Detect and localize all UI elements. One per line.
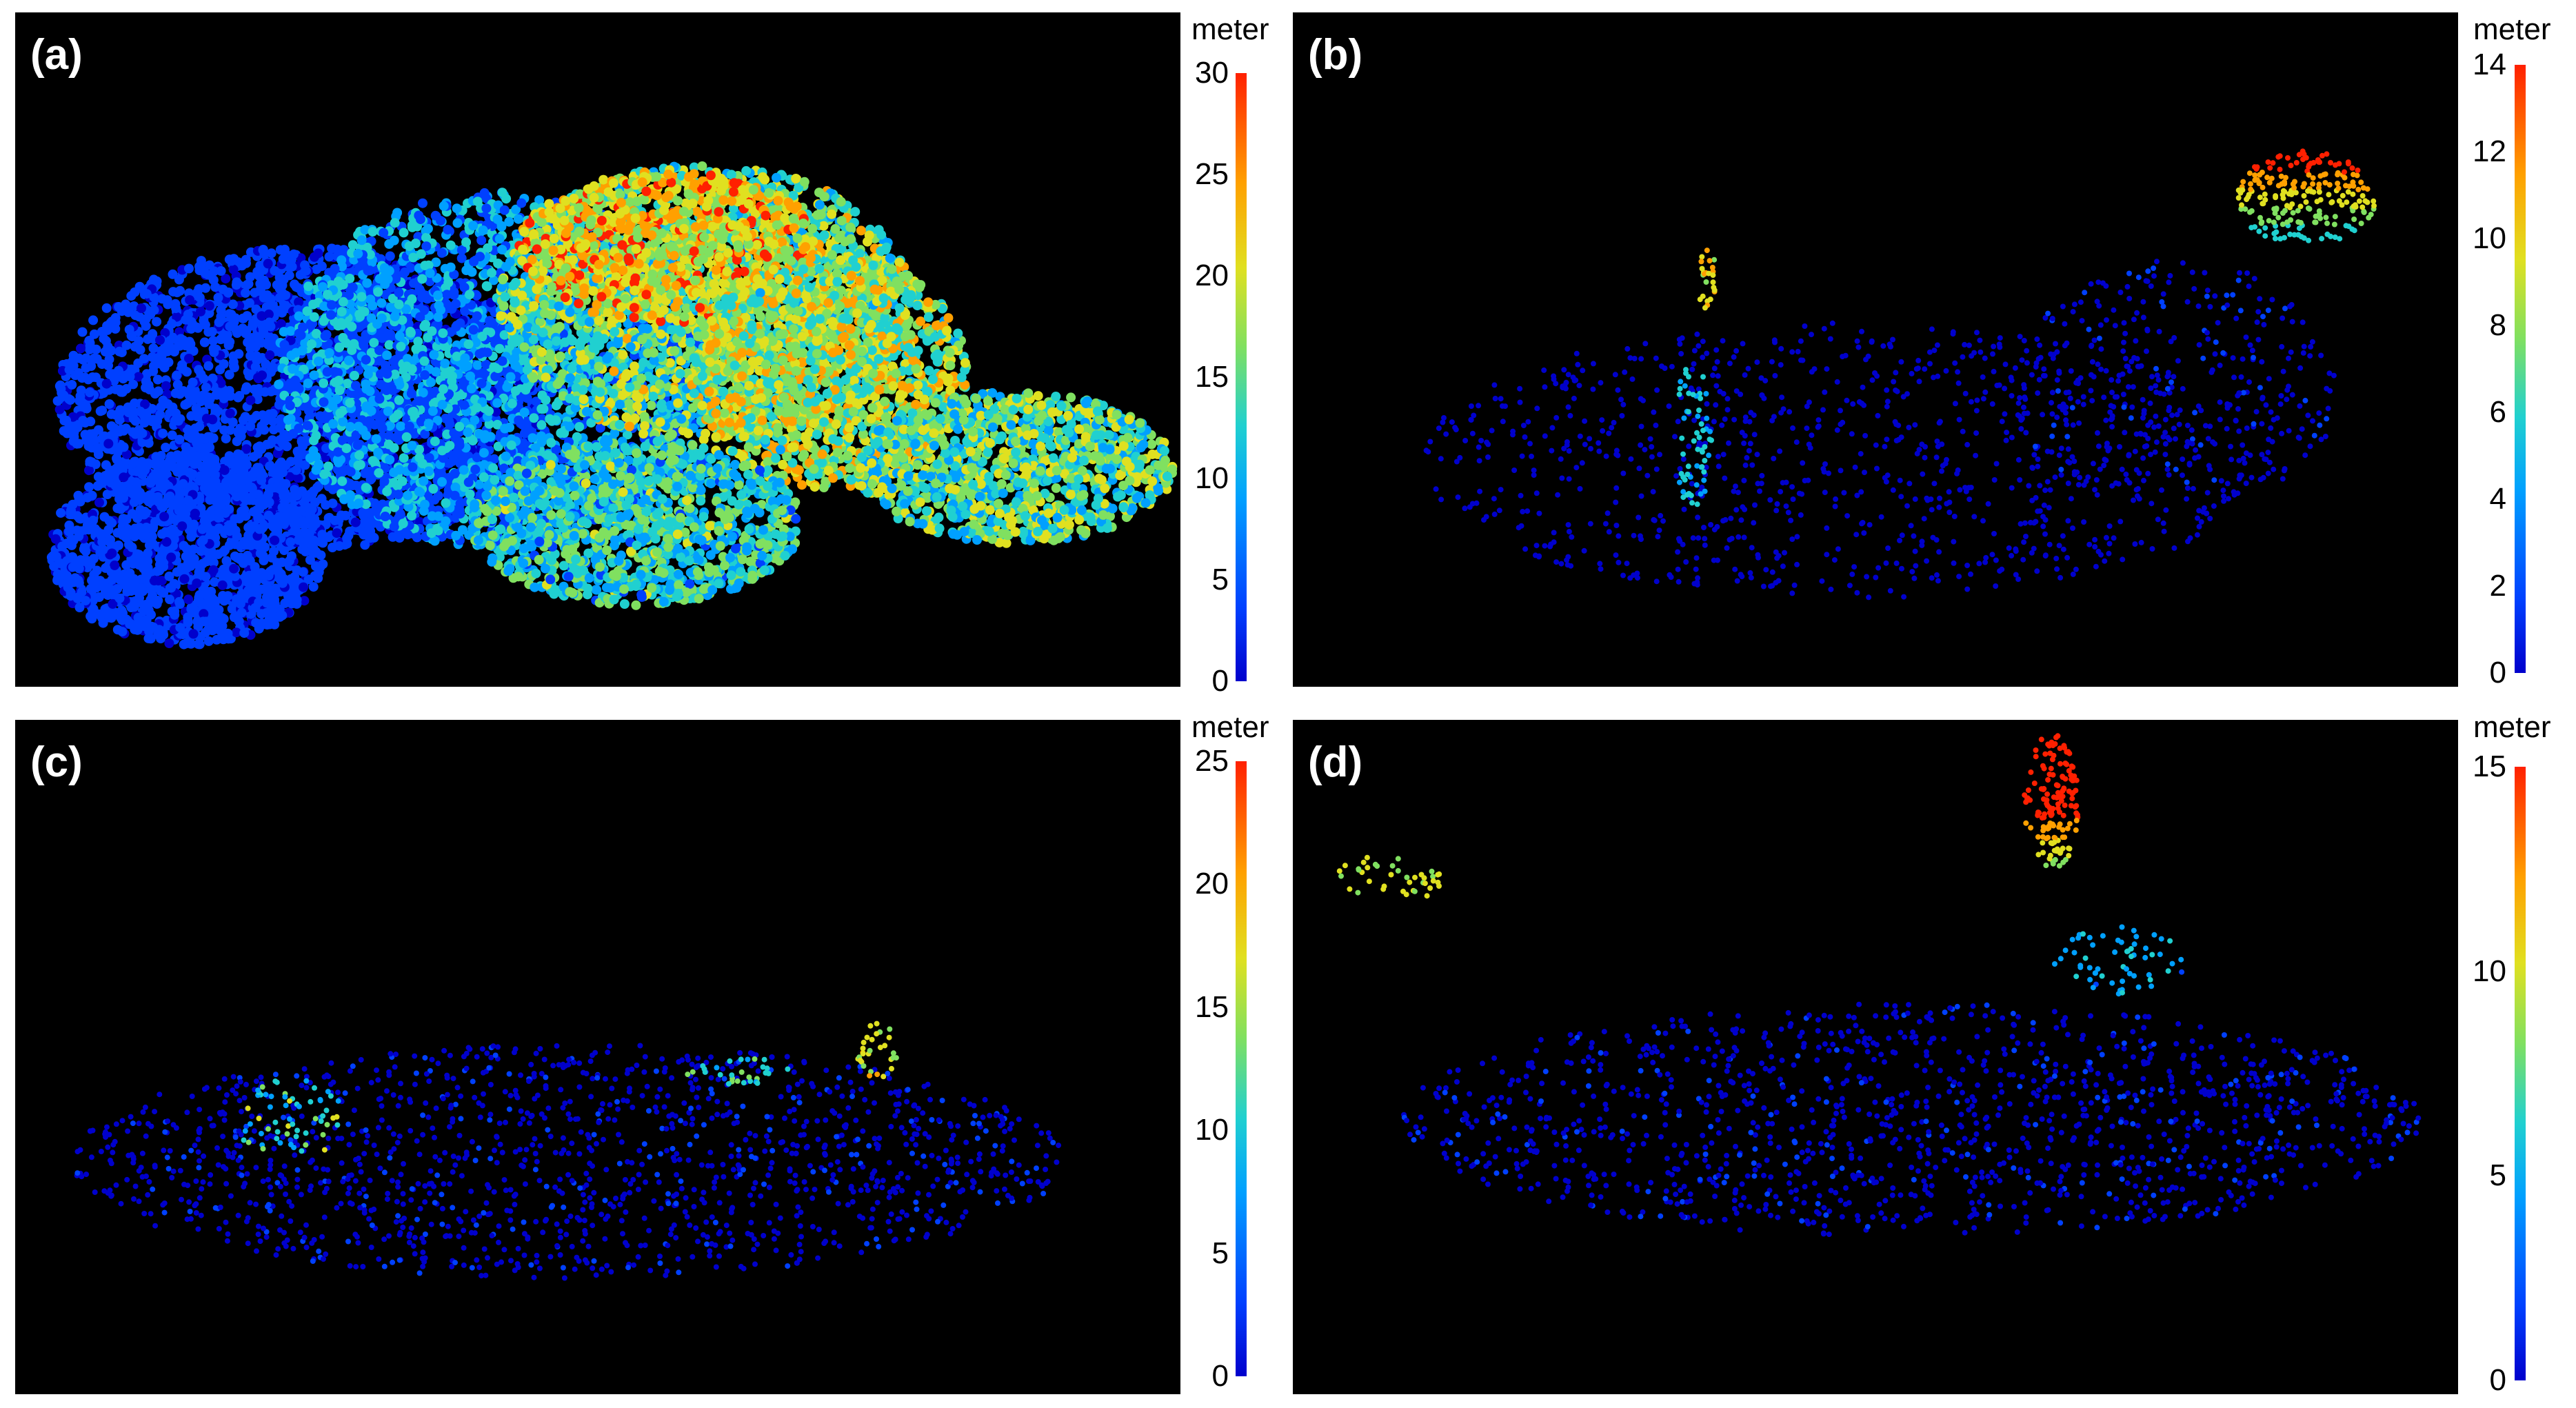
colorbar-tick-label: 2 (2489, 569, 2506, 603)
colorbar-b: meter 0 2 4 6 8 10 12 14 (2458, 12, 2575, 695)
panel-d-point-cloud: (d) (1293, 720, 2458, 1394)
colorbar-tick-label: 14 (2473, 48, 2506, 81)
colorbar-gradient-b (2515, 65, 2526, 673)
colorbar-tick-label: 15 (1195, 360, 1229, 394)
colorbar-tick-label: 25 (1195, 744, 1229, 778)
colorbar-gradient-a (1236, 73, 1247, 681)
colorbar-c: meter 0 5 10 15 20 25 (1180, 710, 1291, 1400)
colorbar-tick-label: 5 (1211, 563, 1229, 596)
colorbar-tick-label: 15 (2473, 750, 2506, 783)
point-cloud-a (46, 161, 1178, 650)
colorbar-d: meter 0 5 10 15 (2458, 710, 2575, 1400)
panel-label-c: (c) (30, 738, 83, 786)
panel-label-a: (a) (30, 31, 83, 79)
point-cloud-d (1336, 733, 2422, 1238)
colorbar-tick-label: 4 (2489, 482, 2506, 516)
colorbar-tick-label: 15 (1195, 989, 1229, 1024)
colorbar-tick-label: 25 (1195, 157, 1229, 191)
colorbar-unit-a: meter (1191, 12, 1269, 46)
panel-c-point-cloud: (c) (15, 720, 1180, 1394)
colorbar-tick-label: 5 (1211, 1236, 1229, 1270)
colorbar-a: meter 0 5 10 15 20 25 30 (1180, 12, 1291, 698)
colorbar-unit-c: meter (1191, 710, 1269, 744)
colorbar-unit-b: meter (2473, 12, 2551, 46)
colorbar-tick-label: 10 (2473, 221, 2506, 255)
colorbar-tick-label: 10 (1195, 1113, 1229, 1147)
colorbar-tick-label: 8 (2489, 308, 2506, 342)
panel-label-b: (b) (1308, 31, 1363, 79)
colorbar-tick-label: 30 (1195, 56, 1229, 90)
colorbar-tick-label: 0 (2489, 656, 2506, 690)
colorbar-tick-label: 6 (2489, 395, 2506, 429)
colorbar-tick-label: 20 (1195, 867, 1229, 901)
colorbar-gradient-c (1236, 761, 1247, 1376)
colorbar-tick-label: 10 (1195, 461, 1229, 495)
colorbar-tick-label: 0 (2489, 1363, 2506, 1397)
panel-b-point-cloud: (b) (1293, 12, 2458, 687)
colorbar-tick-label: 5 (2489, 1158, 2506, 1193)
colorbar-tick-label: 0 (1211, 664, 1229, 698)
colorbar-gradient-d (2515, 767, 2526, 1380)
panel-label-d: (d) (1308, 738, 1363, 786)
colorbar-unit-d: meter (2473, 710, 2551, 744)
colorbar-tick-label: 20 (1195, 259, 1229, 292)
panel-a-point-cloud: (a) (15, 12, 1180, 687)
colorbar-tick-label: 0 (1211, 1359, 1229, 1393)
point-cloud-c (74, 1020, 1062, 1281)
point-cloud-b (1423, 148, 2377, 601)
colorbar-tick-label: 12 (2473, 134, 2506, 168)
colorbar-tick-label: 10 (2473, 954, 2506, 988)
